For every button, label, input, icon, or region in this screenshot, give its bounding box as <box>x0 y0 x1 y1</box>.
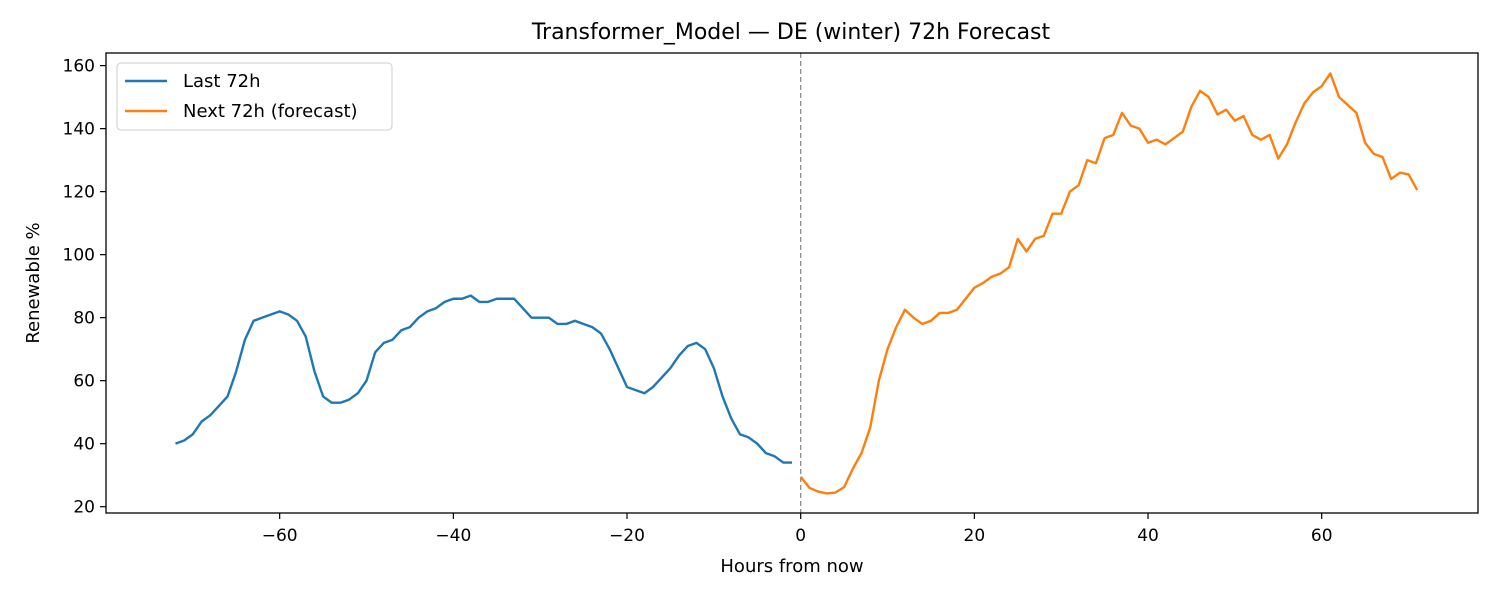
x-tick-label: −60 <box>262 526 298 546</box>
x-tick-label: 40 <box>1137 526 1159 546</box>
y-axis-label: Renewable % <box>23 222 44 343</box>
y-tick-label: 20 <box>73 498 95 518</box>
legend-box <box>116 62 393 131</box>
y-tick-label: 80 <box>73 309 95 329</box>
x-axis: −60 −40 −20 0 20 40 60 <box>262 513 1333 546</box>
x-tick-label: 60 <box>1311 526 1333 546</box>
x-tick-label: −20 <box>609 526 645 546</box>
legend-label-2: Next 72h (forecast) <box>183 101 358 122</box>
y-tick-label: 120 <box>63 183 95 203</box>
y-tick-label: 40 <box>73 435 95 455</box>
x-tick-label: −40 <box>435 526 471 546</box>
series-line-2 <box>799 72 1419 495</box>
plot-frame <box>105 52 1479 514</box>
legend: Last 72h Next 72h (forecast) <box>116 62 393 131</box>
y-tick-label: 60 <box>73 372 95 392</box>
y-axis: 20 40 60 80 100 120 140 160 <box>63 57 106 518</box>
series-line-1 <box>175 294 792 464</box>
y-tick-label: 100 <box>63 246 95 266</box>
x-tick-label: 0 <box>795 526 806 546</box>
x-axis-label: Hours from now <box>720 556 863 577</box>
chart-title: Transformer_Model — DE (winter) 72h Fore… <box>531 20 1051 45</box>
legend-label-1: Last 72h <box>183 71 261 92</box>
plot-area <box>175 53 1419 513</box>
x-tick-label: 20 <box>964 526 986 546</box>
y-tick-label: 160 <box>63 57 95 77</box>
y-tick-label: 140 <box>63 120 95 140</box>
